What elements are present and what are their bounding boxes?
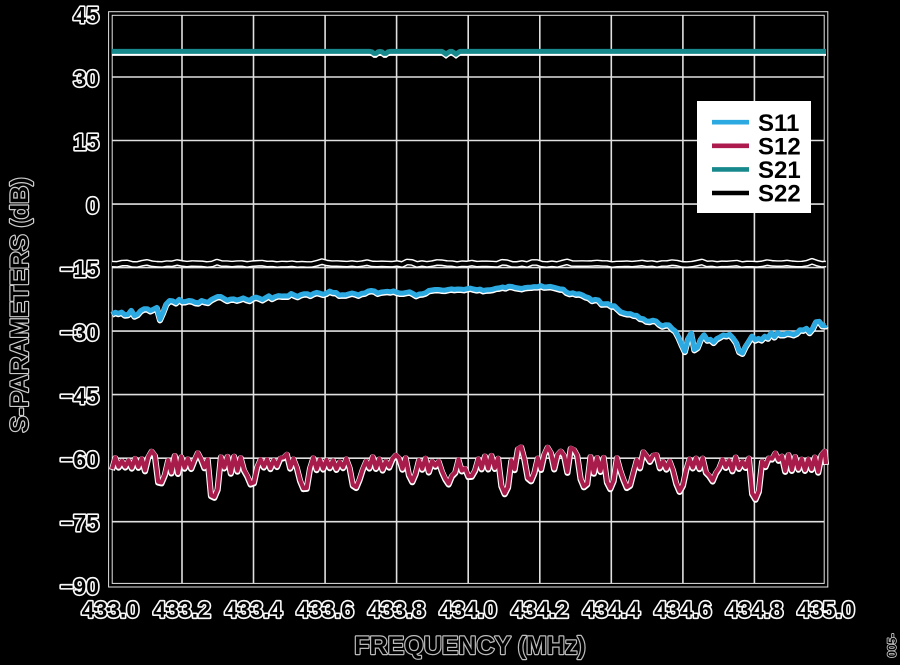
svg-text:15: 15 <box>73 129 99 155</box>
svg-text:S22: S22 <box>758 181 801 208</box>
svg-text:434.8: 434.8 <box>726 597 784 623</box>
svg-text:433.8: 433.8 <box>368 597 426 623</box>
svg-text:005-: 005- <box>885 633 899 657</box>
svg-text:0: 0 <box>86 193 99 219</box>
svg-text:30: 30 <box>73 66 99 92</box>
svg-text:−15: −15 <box>60 256 99 282</box>
svg-text:−90: −90 <box>60 574 99 600</box>
svg-text:S11: S11 <box>758 110 799 137</box>
svg-text:−60: −60 <box>60 447 99 473</box>
svg-text:433.4: 433.4 <box>225 597 283 623</box>
svg-text:S12: S12 <box>758 133 801 160</box>
svg-text:S-PARAMETERS (dB): S-PARAMETERS (dB) <box>6 177 34 432</box>
svg-text:434.6: 434.6 <box>654 597 712 623</box>
svg-text:433.6: 433.6 <box>296 597 354 623</box>
svg-text:−45: −45 <box>60 383 99 409</box>
svg-text:434.4: 434.4 <box>583 597 641 623</box>
svg-text:−30: −30 <box>60 320 99 346</box>
svg-text:FREQUENCY (MHz): FREQUENCY (MHz) <box>354 632 585 660</box>
svg-text:434.0: 434.0 <box>439 597 497 623</box>
svg-text:433.0: 433.0 <box>82 597 140 623</box>
svg-text:435.0: 435.0 <box>797 597 855 623</box>
svg-text:434.2: 434.2 <box>511 597 569 623</box>
svg-text:45: 45 <box>73 2 99 28</box>
svg-text:−75: −75 <box>60 510 99 536</box>
svg-text:S21: S21 <box>758 157 801 184</box>
svg-text:433.2: 433.2 <box>153 597 211 623</box>
